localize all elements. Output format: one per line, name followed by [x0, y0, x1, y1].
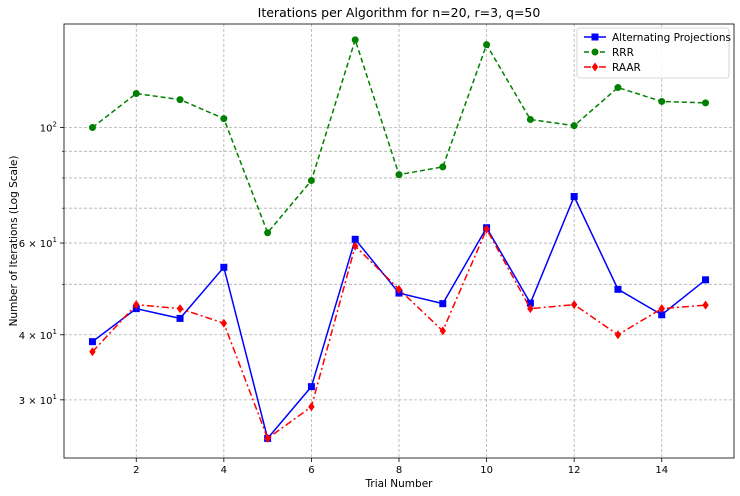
grid	[64, 24, 734, 458]
legend-label: Alternating Projections	[612, 32, 731, 44]
data-point	[264, 433, 271, 443]
legend-item: Alternating Projections	[584, 32, 731, 44]
data-point	[702, 276, 710, 284]
data-point	[570, 300, 578, 310]
x-tick-label: 14	[655, 465, 668, 476]
y-tick-label: 4 × 101	[19, 328, 57, 342]
data-point	[526, 299, 534, 307]
data-point	[176, 304, 184, 314]
x-tick-label: 2	[133, 465, 139, 476]
x-tick-label: 4	[221, 465, 227, 476]
data-point	[439, 326, 446, 336]
y-tick-label: 3 × 101	[19, 393, 57, 407]
x-tick-label: 12	[568, 465, 581, 476]
data-point	[702, 99, 710, 107]
data-point	[264, 229, 272, 237]
data-point	[220, 263, 228, 271]
data-point	[570, 122, 578, 130]
data-point	[439, 300, 447, 308]
series-2	[89, 224, 709, 443]
data-point	[483, 41, 491, 49]
data-point	[89, 347, 96, 357]
legend-box	[576, 27, 730, 79]
legend-label: RRR	[612, 47, 634, 59]
y-axis-label: Number of Iterations (Log Scale)	[8, 156, 20, 327]
data-point	[88, 123, 96, 131]
data-point	[395, 171, 403, 179]
data-point	[439, 163, 447, 171]
data-point	[308, 402, 315, 412]
legend-marker	[591, 48, 599, 56]
data-point	[526, 115, 534, 123]
data-point	[483, 224, 490, 234]
legend-marker	[591, 62, 599, 72]
data-point	[307, 177, 315, 185]
data-point	[351, 235, 359, 243]
series-layer	[88, 36, 710, 443]
data-point	[658, 304, 665, 314]
data-point	[658, 311, 666, 319]
series-1	[88, 36, 710, 237]
x-tick-label: 8	[396, 465, 402, 476]
data-point	[352, 241, 359, 251]
data-point	[176, 314, 184, 322]
legend-label: RAAR	[612, 62, 641, 74]
legend-item: RAAR	[584, 62, 641, 74]
y-tick-label: 6 × 101	[19, 236, 57, 250]
data-point	[658, 97, 666, 105]
data-point	[176, 96, 184, 104]
data-point	[132, 90, 140, 98]
data-point	[133, 300, 140, 310]
data-point	[702, 300, 709, 310]
data-point	[395, 284, 403, 294]
data-point	[570, 193, 578, 201]
data-point	[614, 285, 622, 293]
data-point	[614, 330, 622, 340]
x-axis-label: Trial Number	[365, 478, 434, 490]
legend-item: RRR	[584, 47, 634, 59]
legend: Alternating Projections RRR RAAR	[576, 27, 731, 79]
data-point	[351, 36, 359, 44]
data-point	[88, 338, 96, 346]
ticks: 2 4 6 8 10 12 14 3 × 101 4 × 101 6 × 101 102	[19, 120, 668, 476]
legend-marker	[591, 33, 599, 41]
data-point	[527, 304, 534, 314]
chart-title: Iterations per Algorithm for n=20, r=3, …	[258, 5, 541, 20]
data-point	[220, 115, 228, 123]
data-point	[220, 318, 228, 328]
data-point	[307, 383, 315, 391]
y-tick-label: 102	[40, 120, 57, 134]
data-point	[614, 84, 622, 92]
x-tick-label: 6	[308, 465, 314, 476]
x-tick-label: 10	[480, 465, 493, 476]
